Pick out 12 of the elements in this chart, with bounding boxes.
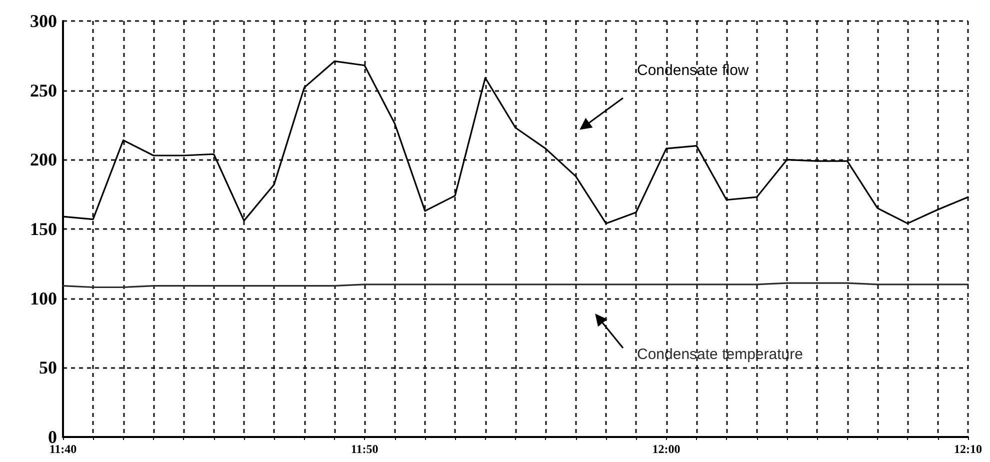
text: Condensate temperature [637,346,803,363]
y-tick-label: 100 [30,288,57,308]
x-tick-label: 11:50 [350,442,378,456]
y-tick-label: 200 [30,150,57,170]
x-tick-label: 12:10 [954,442,982,456]
y-tick-label: 150 [30,219,57,239]
y-tick-label: 250 [30,80,57,100]
y-tick-label: 300 [30,11,57,31]
x-tick-label: 11:40 [49,442,77,456]
y-tick-label: 50 [39,358,57,378]
text: Condensate flow [637,62,749,79]
x-tick-label: 12:00 [652,442,680,456]
